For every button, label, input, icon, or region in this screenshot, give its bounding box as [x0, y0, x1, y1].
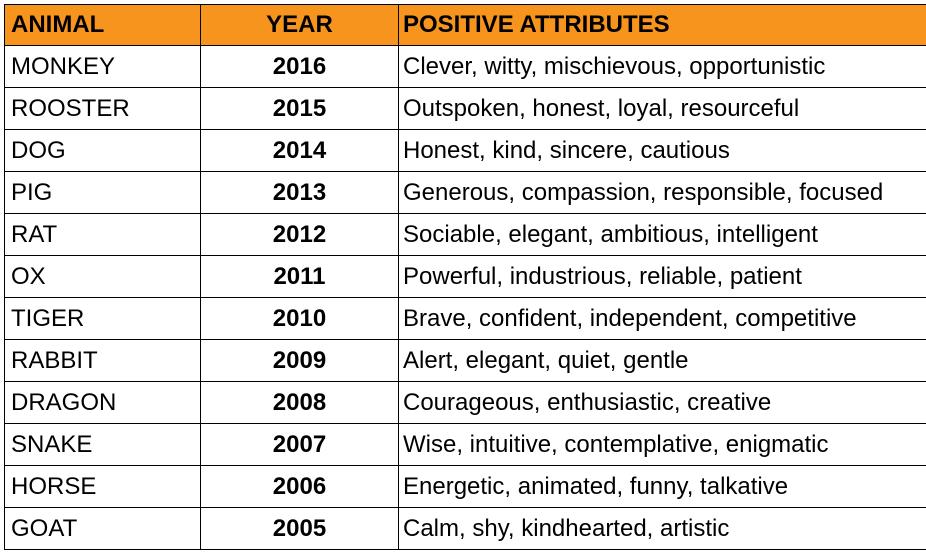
table-row: ROOSTER 2015 Outspoken, honest, loyal, r… — [4, 87, 926, 130]
year-cell: 2013 — [200, 171, 399, 214]
year-cell: 2009 — [200, 339, 399, 382]
attributes-cell: Calm, shy, kindhearted, artistic — [398, 507, 926, 550]
table-body: MONKEY 2016 Clever, witty, mischievous, … — [4, 45, 926, 550]
year-cell: 2016 — [200, 45, 399, 88]
table-header-row: ANIMAL YEAR POSITIVE ATTRIBUTES — [4, 4, 926, 46]
year-cell: 2005 — [200, 507, 399, 550]
zodiac-attributes-table: ANIMAL YEAR POSITIVE ATTRIBUTES MONKEY 2… — [4, 4, 926, 550]
animal-cell: OX — [4, 255, 201, 298]
attributes-cell: Brave, confident, independent, competiti… — [398, 297, 926, 340]
year-cell: 2010 — [200, 297, 399, 340]
table-row: TIGER 2010 Brave, confident, independent… — [4, 297, 926, 340]
animal-cell: RAT — [4, 213, 201, 256]
table-row: OX 2011 Powerful, industrious, reliable,… — [4, 255, 926, 298]
animal-cell: DOG — [4, 129, 201, 172]
table-row: RAT 2012 Sociable, elegant, ambitious, i… — [4, 213, 926, 256]
animal-cell: PIG — [4, 171, 201, 214]
table-row: PIG 2013 Generous, compassion, responsib… — [4, 171, 926, 214]
year-cell: 2015 — [200, 87, 399, 130]
animal-cell: ROOSTER — [4, 87, 201, 130]
attributes-cell: Courageous, enthusiastic, creative — [398, 381, 926, 424]
attributes-cell: Sociable, elegant, ambitious, intelligen… — [398, 213, 926, 256]
animal-cell: HORSE — [4, 465, 201, 508]
column-header-positive-attributes: POSITIVE ATTRIBUTES — [398, 4, 926, 46]
year-cell: 2007 — [200, 423, 399, 466]
attributes-cell: Energetic, animated, funny, talkative — [398, 465, 926, 508]
attributes-cell: Alert, elegant, quiet, gentle — [398, 339, 926, 382]
column-header-year: YEAR — [200, 4, 399, 46]
column-header-animal: ANIMAL — [4, 4, 201, 46]
animal-cell: MONKEY — [4, 45, 201, 88]
table-row: MONKEY 2016 Clever, witty, mischievous, … — [4, 45, 926, 88]
table-row: GOAT 2005 Calm, shy, kindhearted, artist… — [4, 507, 926, 550]
table-row: DRAGON 2008 Courageous, enthusiastic, cr… — [4, 381, 926, 424]
animal-cell: GOAT — [4, 507, 201, 550]
animal-cell: DRAGON — [4, 381, 201, 424]
attributes-cell: Wise, intuitive, contemplative, enigmati… — [398, 423, 926, 466]
year-cell: 2012 — [200, 213, 399, 256]
animal-cell: SNAKE — [4, 423, 201, 466]
table-row: DOG 2014 Honest, kind, sincere, cautious — [4, 129, 926, 172]
table-row: HORSE 2006 Energetic, animated, funny, t… — [4, 465, 926, 508]
attributes-cell: Outspoken, honest, loyal, resourceful — [398, 87, 926, 130]
attributes-cell: Powerful, industrious, reliable, patient — [398, 255, 926, 298]
animal-cell: RABBIT — [4, 339, 201, 382]
year-cell: 2011 — [200, 255, 399, 298]
year-cell: 2006 — [200, 465, 399, 508]
year-cell: 2008 — [200, 381, 399, 424]
attributes-cell: Honest, kind, sincere, cautious — [398, 129, 926, 172]
animal-cell: TIGER — [4, 297, 201, 340]
table-row: RABBIT 2009 Alert, elegant, quiet, gentl… — [4, 339, 926, 382]
attributes-cell: Clever, witty, mischievous, opportunisti… — [398, 45, 926, 88]
attributes-cell: Generous, compassion, responsible, focus… — [398, 171, 926, 214]
table-row: SNAKE 2007 Wise, intuitive, contemplativ… — [4, 423, 926, 466]
year-cell: 2014 — [200, 129, 399, 172]
